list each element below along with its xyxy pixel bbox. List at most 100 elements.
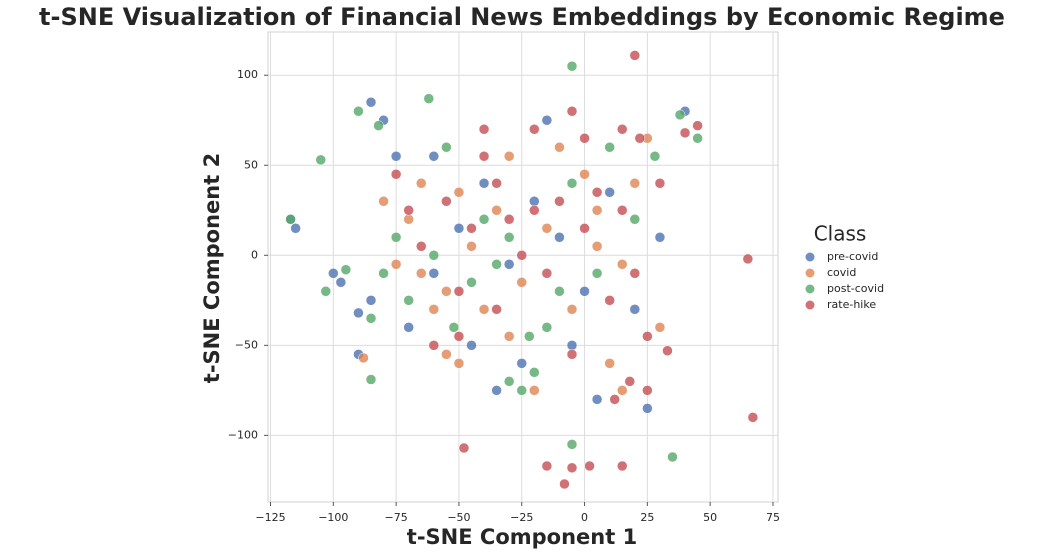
point <box>458 442 470 454</box>
point <box>423 93 435 104</box>
x-tick-label: 0 <box>581 511 588 524</box>
point <box>591 187 603 198</box>
point <box>609 394 620 405</box>
point <box>654 232 666 243</box>
point <box>616 205 628 216</box>
x-tick-label: −50 <box>447 511 470 524</box>
legend-label: covid <box>827 266 856 279</box>
series <box>390 50 759 490</box>
point <box>453 358 465 369</box>
point <box>516 385 527 396</box>
legend-marker <box>805 300 815 310</box>
y-tick-label: 50 <box>244 158 258 171</box>
point <box>403 322 414 333</box>
point <box>365 295 377 306</box>
point <box>642 331 653 342</box>
point <box>335 277 347 288</box>
point <box>478 214 490 225</box>
point <box>516 358 527 369</box>
point <box>453 223 465 234</box>
point <box>365 374 377 385</box>
point <box>616 123 628 135</box>
point <box>742 253 754 265</box>
point <box>491 205 502 216</box>
point <box>378 196 389 207</box>
point <box>604 187 615 198</box>
point <box>478 304 490 315</box>
point <box>554 196 565 207</box>
point <box>403 214 414 225</box>
point <box>340 264 352 275</box>
point <box>667 451 678 463</box>
point <box>466 277 477 288</box>
point <box>390 232 402 243</box>
point <box>579 132 590 144</box>
point <box>315 154 327 166</box>
point <box>566 439 578 450</box>
point <box>529 367 540 378</box>
point <box>654 322 666 333</box>
point <box>428 340 440 351</box>
point <box>566 349 578 360</box>
point <box>584 460 595 472</box>
point <box>642 385 653 396</box>
point <box>591 394 603 405</box>
point <box>649 151 661 162</box>
point <box>285 214 296 225</box>
point <box>566 340 578 351</box>
y-tick-label: −100 <box>228 428 258 441</box>
x-tick-label: −125 <box>255 511 285 524</box>
point <box>629 214 641 225</box>
point <box>441 349 452 360</box>
point <box>491 385 502 396</box>
point <box>541 114 553 126</box>
y-tick-label: 100 <box>237 68 258 81</box>
series <box>285 96 691 414</box>
point <box>559 478 570 490</box>
point <box>403 295 414 306</box>
point <box>616 385 628 396</box>
point <box>591 268 603 279</box>
point <box>529 385 540 396</box>
point <box>604 295 615 306</box>
point <box>428 268 440 279</box>
point <box>328 268 339 279</box>
point <box>541 322 553 333</box>
legend-label: post-covid <box>827 282 884 295</box>
point <box>453 331 465 342</box>
point <box>390 259 402 270</box>
point <box>674 109 686 121</box>
point <box>416 268 427 279</box>
point <box>491 259 502 270</box>
point <box>390 169 402 180</box>
point <box>529 196 540 207</box>
point <box>453 286 465 297</box>
point <box>503 151 515 162</box>
point <box>466 241 477 252</box>
point <box>503 259 515 270</box>
point <box>353 307 364 319</box>
point <box>692 132 703 144</box>
point <box>503 214 515 225</box>
point <box>441 196 452 207</box>
point <box>616 259 628 270</box>
point <box>624 376 636 387</box>
x-tick-label: −100 <box>318 511 348 524</box>
point <box>529 123 540 135</box>
point <box>491 178 502 189</box>
point <box>365 313 377 324</box>
point <box>516 250 527 261</box>
series <box>285 60 703 463</box>
point <box>541 268 553 279</box>
point <box>365 96 377 108</box>
point <box>654 178 666 189</box>
point <box>416 241 427 252</box>
point <box>629 50 641 61</box>
point <box>441 141 452 153</box>
point <box>441 286 452 297</box>
x-axis-label: t-SNE Component 1 <box>407 525 637 549</box>
point <box>579 169 590 180</box>
point <box>428 151 440 162</box>
series <box>358 132 666 396</box>
point <box>566 178 578 189</box>
